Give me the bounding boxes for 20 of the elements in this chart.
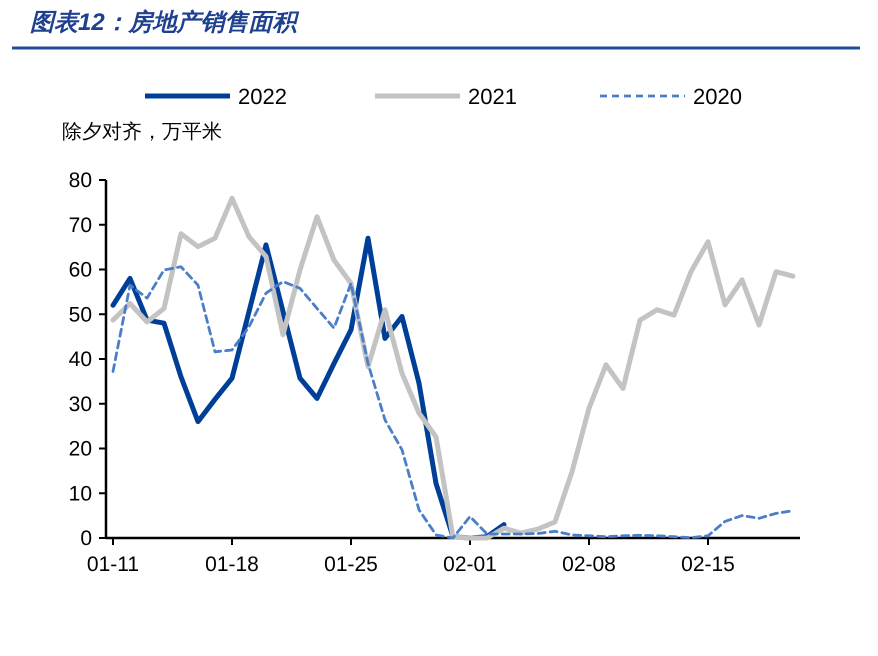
x-tick-label: 02-15 — [681, 553, 735, 576]
chart-title: 图表12：房地产销售面积 — [30, 9, 300, 36]
x-tick-label: 01-11 — [86, 553, 140, 576]
y-tick-label: 20 — [68, 438, 92, 460]
y-tick-label: 80 — [68, 169, 92, 192]
legend-label: 2020 — [693, 84, 742, 109]
y-tick-label: 50 — [68, 303, 92, 326]
y-tick-label: 60 — [68, 258, 92, 282]
y-axis-title: 除夕对齐，万平米 — [62, 121, 222, 143]
x-tick-label: 02-08 — [562, 553, 616, 576]
legend-label: 2022 — [238, 84, 287, 109]
x-tick-label: 01-18 — [205, 553, 259, 576]
y-tick-label: 40 — [68, 348, 92, 371]
legend-label: 2021 — [468, 84, 517, 109]
x-tick-label: 02-01 — [443, 553, 497, 576]
y-tick-label: 10 — [68, 482, 92, 506]
y-tick-label: 30 — [68, 392, 92, 416]
x-tick-label: 01-25 — [324, 553, 378, 576]
y-tick-label: 0 — [80, 527, 92, 550]
y-tick-label: 70 — [68, 214, 92, 237]
